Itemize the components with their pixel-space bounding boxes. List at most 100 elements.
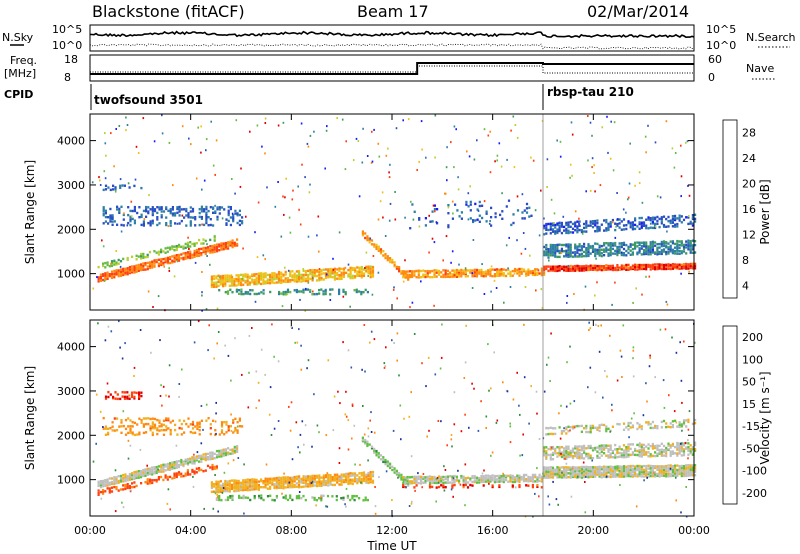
scatter-cell bbox=[594, 448, 597, 451]
scatter-cell bbox=[151, 260, 154, 263]
scatter-cell bbox=[118, 211, 121, 214]
scatter-cell bbox=[266, 479, 269, 483]
scatter-cell bbox=[336, 473, 339, 476]
scatter-cell bbox=[571, 474, 575, 477]
scatter-cell bbox=[322, 476, 325, 479]
scatter-cell bbox=[133, 221, 136, 225]
scatter-cell bbox=[362, 127, 364, 130]
scatter-cell bbox=[223, 433, 226, 436]
scatter-cell bbox=[656, 246, 659, 249]
scatter-cell bbox=[140, 265, 143, 268]
scatter-cell bbox=[596, 252, 599, 255]
scatter-cell bbox=[117, 262, 120, 265]
scatter-cell bbox=[213, 467, 216, 470]
scatter-cell bbox=[324, 268, 328, 271]
scatter-cell bbox=[583, 469, 586, 473]
scatter-cell bbox=[369, 475, 372, 479]
scatter-cell bbox=[211, 453, 214, 456]
scatter-cell bbox=[108, 491, 111, 494]
scatter-cell bbox=[569, 253, 572, 256]
scatter-cell bbox=[549, 456, 552, 459]
scatter-cell bbox=[498, 484, 501, 487]
scatter-cell bbox=[640, 472, 643, 476]
scatter-cell bbox=[651, 454, 654, 458]
scatter-cell bbox=[580, 449, 583, 452]
scatter-cell bbox=[536, 484, 539, 487]
scatter-cell bbox=[140, 473, 143, 477]
scatter-cell bbox=[108, 477, 111, 480]
scatter-cell bbox=[450, 141, 452, 144]
scatter-cell bbox=[313, 130, 315, 133]
scatter-cell bbox=[306, 142, 309, 145]
scatter-cell bbox=[424, 477, 427, 480]
scatter-cell bbox=[607, 151, 609, 154]
scatter-cell bbox=[645, 453, 648, 456]
scatter-cell bbox=[224, 449, 227, 453]
scatter-cell bbox=[543, 468, 546, 471]
scatter-cell bbox=[428, 275, 432, 279]
scatter-cell bbox=[620, 266, 623, 269]
scatter-cell bbox=[509, 476, 512, 479]
scatter-cell bbox=[678, 470, 681, 474]
scatter-cell bbox=[229, 242, 232, 245]
scatter-cell bbox=[587, 253, 590, 256]
scatter-cell bbox=[651, 267, 654, 270]
scatter-cell bbox=[530, 385, 532, 388]
scatter-cell bbox=[587, 243, 590, 246]
scatter-cell bbox=[349, 276, 352, 280]
scatter-cell bbox=[516, 239, 518, 242]
scatter-cell bbox=[369, 265, 372, 268]
scatter-cell bbox=[140, 266, 143, 270]
scatter-cell bbox=[574, 250, 577, 254]
velocity-scatter-cells bbox=[92, 320, 697, 518]
scatter-cell bbox=[583, 468, 586, 471]
scatter-cell bbox=[231, 448, 234, 451]
scatter-cell bbox=[173, 258, 176, 261]
scatter-cell bbox=[580, 468, 583, 471]
scatter-cell bbox=[271, 274, 274, 277]
scatter-cell bbox=[254, 300, 257, 303]
scatter-cell bbox=[527, 270, 530, 273]
scatter-cell bbox=[244, 279, 247, 283]
scatter-cell bbox=[260, 494, 263, 497]
scatter-cell bbox=[262, 292, 265, 295]
scatter-cell bbox=[266, 483, 269, 486]
scatter-cell bbox=[594, 250, 597, 253]
scatter-cell bbox=[377, 245, 380, 248]
scatter-cell bbox=[636, 225, 639, 228]
scatter-cell bbox=[133, 475, 136, 478]
scatter-cell bbox=[576, 251, 579, 254]
cpid-label: CPID bbox=[4, 88, 33, 101]
scatter-cell bbox=[193, 249, 196, 253]
scatter-cell bbox=[220, 425, 224, 428]
scatter-cell bbox=[262, 278, 265, 281]
scatter-cell bbox=[675, 351, 678, 354]
scatter-cell bbox=[226, 483, 229, 486]
scatter-cell bbox=[313, 496, 316, 500]
scatter-cell bbox=[387, 147, 389, 150]
scatter-cell bbox=[676, 242, 679, 245]
scatter-cell bbox=[284, 486, 287, 489]
scatter-cell bbox=[389, 260, 392, 264]
scatter-cell bbox=[366, 498, 369, 502]
scatter-cell bbox=[649, 464, 652, 468]
scatter-cell bbox=[280, 275, 283, 278]
scatter-cell bbox=[209, 249, 212, 252]
scatter-cell bbox=[182, 460, 185, 463]
scatter-cell bbox=[603, 452, 606, 455]
scatter-cell bbox=[175, 258, 178, 261]
scatter-cell bbox=[271, 478, 274, 482]
scatter-cell bbox=[222, 488, 225, 491]
scatter-cell bbox=[591, 466, 595, 469]
scatter-cell bbox=[340, 277, 343, 280]
scatter-cell bbox=[687, 449, 690, 452]
scatter-cell bbox=[569, 345, 571, 348]
scatter-cell bbox=[386, 462, 389, 466]
scatter-cell bbox=[162, 478, 165, 482]
scatter-cell bbox=[198, 251, 201, 255]
scatter-cell bbox=[453, 483, 456, 487]
scatter-cell bbox=[224, 487, 227, 491]
scatter-cell bbox=[140, 470, 143, 473]
scatter-cell bbox=[569, 251, 572, 254]
scatter-cell bbox=[622, 243, 626, 246]
